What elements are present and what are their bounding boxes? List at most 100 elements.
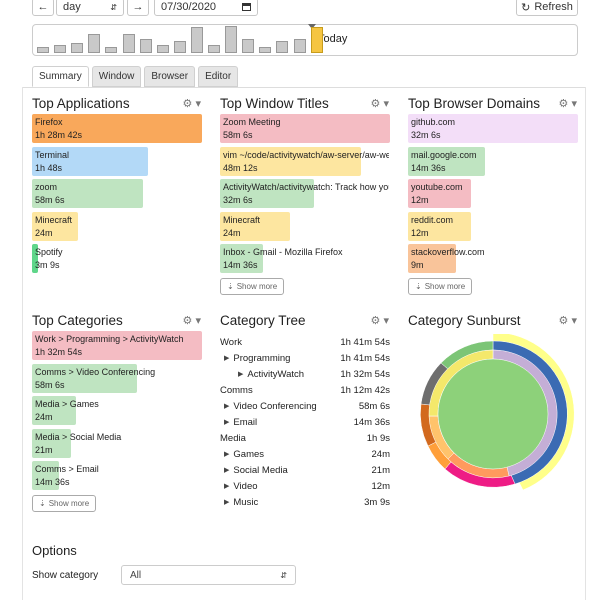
list-item[interactable]: zoom 58m 6s — [32, 179, 202, 212]
tree-label: Work — [220, 336, 242, 348]
calendar-icon[interactable] — [242, 3, 251, 11]
tree-row[interactable]: ▶ Social Media 21m — [220, 462, 390, 478]
tree-row[interactable]: ▶ Video 12m — [220, 478, 390, 494]
forward-button[interactable]: → — [127, 0, 149, 16]
entry-name: Minecraft — [223, 214, 261, 225]
caret-right-icon[interactable]: ▶ — [224, 483, 230, 490]
show-more-button[interactable]: ⇣ Show more — [408, 277, 473, 295]
caret-right-icon[interactable]: ▶ — [238, 371, 244, 378]
caret-right-icon[interactable]: ▶ — [224, 467, 230, 474]
show-more-button[interactable]: ⇣ Show more — [32, 494, 97, 512]
tree-duration: 1h 12m 42s — [340, 384, 390, 396]
caret-right-icon[interactable]: ▶ — [224, 403, 230, 410]
list-item[interactable]: Terminal 1h 48s — [32, 146, 202, 180]
list-item[interactable]: reddit.com 12m — [408, 211, 578, 245]
timeline-bar[interactable] — [88, 34, 101, 53]
timeline-bar-today[interactable] — [310, 27, 323, 53]
tree-row[interactable]: ▶ Games 24m — [220, 446, 390, 462]
list-item[interactable]: mail.google.com 14m 36s — [408, 146, 578, 180]
entry-duration: 24m — [35, 227, 53, 238]
timeline-bar[interactable] — [71, 43, 84, 53]
period-select[interactable]: day ⇵ — [56, 0, 124, 16]
caret-right-icon[interactable]: ▶ — [224, 419, 230, 426]
tree-row[interactable]: ▶ Music 3m 9s — [220, 494, 390, 510]
entry-duration: 1h 48s — [35, 162, 63, 173]
tab-summary[interactable]: Summary — [32, 66, 89, 87]
list-item[interactable]: Media > Social Media 21m — [32, 428, 202, 462]
list-item[interactable]: Media > Games 24m — [32, 396, 202, 429]
sunburst-chart[interactable] — [408, 331, 578, 504]
back-button[interactable]: ← — [32, 0, 54, 16]
list-item[interactable]: Work > Programming > ActivityWatch 1h 32m… — [32, 331, 202, 364]
timeline-bar[interactable] — [156, 45, 169, 53]
list-item[interactable]: stackoverflow.com 9m — [408, 244, 578, 277]
list-item[interactable]: Zoom Meeting 58m 6s — [220, 114, 390, 147]
timeline-bar[interactable] — [225, 26, 238, 53]
list-item[interactable]: youtube.com 12m — [408, 179, 578, 212]
gear-icon[interactable]: ⚙ ▾ — [370, 98, 389, 110]
entry-duration: 1h 32m 54s — [35, 347, 83, 357]
duration-bar — [32, 461, 59, 490]
timeline-bar[interactable] — [37, 47, 49, 53]
list-item[interactable]: vim ~/code/activitywatch/aw-server/aw-we… — [220, 146, 390, 180]
timeline-bar[interactable] — [259, 47, 272, 53]
list-item[interactable]: Spotify 3m 9s — [32, 244, 202, 277]
tree-duration: 24m — [371, 448, 390, 460]
gear-icon[interactable]: ⚙ ▾ — [558, 315, 577, 327]
day-timeline[interactable]: Today — [32, 24, 578, 56]
tree-row[interactable]: ▶ Video Conferencing 58m 6s — [220, 398, 390, 414]
tree-row[interactable]: ▶ ActivityWatch 1h 32m 54s — [220, 366, 390, 382]
tree-row: Media 1h 9s — [220, 430, 390, 446]
entry-name: Minecraft — [35, 214, 73, 225]
refresh-icon: ↻ — [521, 1, 531, 14]
timeline-bar[interactable] — [54, 45, 67, 53]
tab-editor[interactable]: Editor — [198, 66, 239, 87]
list-item[interactable]: Minecraft 24m — [32, 211, 202, 245]
entry-name: reddit.com — [411, 214, 454, 225]
entry-duration: 12m — [411, 227, 429, 238]
gear-icon[interactable]: ⚙ ▾ — [370, 315, 389, 327]
tab-window[interactable]: Window — [91, 66, 142, 87]
timeline-bar[interactable] — [173, 41, 186, 53]
timeline-bar[interactable] — [293, 39, 306, 53]
list-item[interactable]: Comms > Email 14m 36s — [32, 461, 202, 494]
toolbar: ← day ⇵ → 07/30/2020 ↻ Refresh — [32, 0, 578, 18]
tree-label: Social Media — [233, 464, 288, 476]
refresh-button[interactable]: ↻ Refresh — [516, 0, 578, 16]
duration-bar — [32, 179, 143, 208]
timeline-bar[interactable] — [139, 39, 152, 53]
caret-right-icon[interactable]: ▶ — [224, 499, 230, 506]
list-item[interactable]: Minecraft 24m — [220, 211, 390, 245]
tree-row[interactable]: ▶ Email 14m 36s — [220, 414, 390, 430]
list-item[interactable]: Inbox - Gmail - Mozilla Firefox 14m 36s — [220, 244, 390, 277]
tree-duration: 1h 41m 54s — [340, 336, 390, 348]
show-category-select[interactable]: All ⇵ — [121, 565, 296, 585]
caret-right-icon[interactable]: ▶ — [224, 355, 230, 362]
entry-duration: 12m — [411, 195, 429, 205]
tree-row[interactable]: ▶ Programming 1h 41m 54s — [220, 350, 390, 366]
caret-right-icon[interactable]: ▶ — [224, 451, 230, 458]
timeline-bar[interactable] — [208, 45, 220, 53]
show-more-button[interactable]: ⇣ Show more — [220, 277, 285, 295]
duration-bar — [32, 114, 202, 143]
timeline-bar[interactable] — [122, 34, 135, 53]
timeline-bar[interactable] — [105, 47, 118, 53]
date-input[interactable]: 07/30/2020 — [154, 0, 258, 16]
chevron-double-down-icon: ⇣ — [39, 498, 46, 508]
timeline-bar[interactable] — [276, 41, 289, 53]
list-item[interactable]: ActivityWatch/activitywatch: Track how y… — [220, 179, 390, 212]
timeline-bar[interactable] — [190, 27, 203, 53]
gear-icon[interactable]: ⚙ ▾ — [182, 315, 201, 327]
gear-icon[interactable]: ⚙ ▾ — [182, 98, 201, 110]
timeline-bar[interactable] — [242, 39, 255, 53]
list-item[interactable]: Firefox 1h 28m 42s — [32, 114, 202, 147]
tree-label: Video — [233, 480, 258, 492]
tree-duration: 58m 6s — [358, 400, 390, 412]
tab-browser[interactable]: Browser — [144, 66, 196, 87]
duration-bar — [32, 396, 76, 425]
chevron-double-down-icon: ⇣ — [415, 281, 422, 291]
gear-icon[interactable]: ⚙ ▾ — [558, 98, 577, 110]
panel-title: Top Categories — [32, 313, 123, 328]
list-item[interactable]: Comms > Video Conferencing 58m 6s — [32, 363, 202, 397]
list-item[interactable]: github.com 32m 6s — [408, 114, 578, 147]
